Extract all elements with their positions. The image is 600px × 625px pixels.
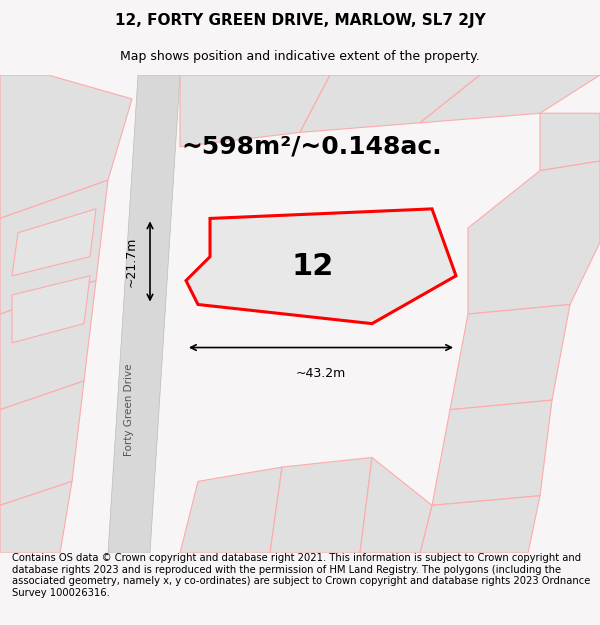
Polygon shape [186, 209, 456, 324]
Polygon shape [0, 180, 108, 314]
Polygon shape [450, 304, 570, 410]
Polygon shape [12, 209, 96, 276]
Polygon shape [300, 75, 480, 132]
Text: 12, FORTY GREEN DRIVE, MARLOW, SL7 2JY: 12, FORTY GREEN DRIVE, MARLOW, SL7 2JY [115, 14, 485, 29]
Polygon shape [540, 113, 600, 171]
Polygon shape [12, 276, 90, 342]
Polygon shape [360, 458, 432, 553]
Polygon shape [108, 75, 180, 553]
Polygon shape [0, 381, 84, 505]
Polygon shape [420, 496, 540, 553]
Polygon shape [432, 400, 552, 505]
Polygon shape [180, 467, 282, 553]
Text: ~598m²/~0.148ac.: ~598m²/~0.148ac. [182, 135, 442, 159]
Polygon shape [0, 75, 132, 218]
Text: ~21.7m: ~21.7m [125, 236, 138, 287]
Text: Contains OS data © Crown copyright and database right 2021. This information is : Contains OS data © Crown copyright and d… [12, 553, 590, 598]
Polygon shape [180, 75, 330, 147]
Polygon shape [468, 161, 600, 314]
Polygon shape [270, 458, 372, 553]
Text: Forty Green Drive: Forty Green Drive [124, 363, 134, 456]
Text: ~43.2m: ~43.2m [296, 367, 346, 379]
Polygon shape [0, 481, 72, 553]
Text: Map shows position and indicative extent of the property.: Map shows position and indicative extent… [120, 50, 480, 62]
Polygon shape [420, 75, 600, 122]
Text: 12: 12 [292, 253, 334, 281]
Polygon shape [0, 281, 96, 410]
